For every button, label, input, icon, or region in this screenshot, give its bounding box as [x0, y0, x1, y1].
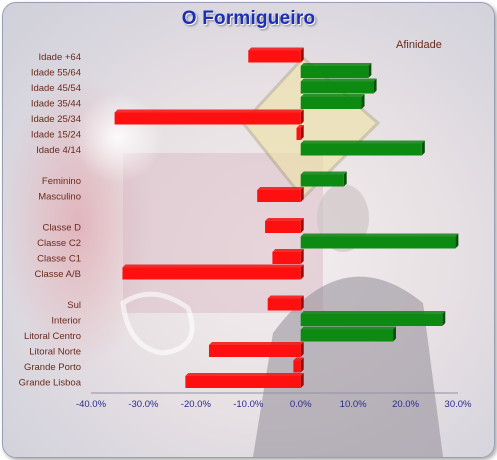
x-tick-label: 10.0%: [340, 399, 367, 410]
chart-title: O Formigueiro: [181, 8, 316, 29]
bar: [300, 94, 365, 109]
bar: [296, 125, 304, 140]
category-label: Litoral Norte: [29, 347, 81, 358]
x-tick-label: 0.0%: [290, 399, 312, 410]
category-label: Idade 45/54: [31, 83, 81, 94]
bar: [114, 109, 304, 125]
bar: [293, 357, 304, 373]
category-label: Idade +64: [38, 52, 81, 63]
bar: [272, 249, 304, 264]
category-label: Masculino: [38, 192, 81, 203]
bar: [300, 63, 372, 78]
bars: [114, 47, 459, 388]
bar: [257, 187, 304, 202]
x-tick-label: -10.0%: [233, 399, 264, 410]
bar: [265, 218, 304, 233]
bar: [267, 295, 304, 311]
x-tick-label: -20.0%: [181, 399, 212, 410]
category-label: Idade 35/44: [31, 99, 81, 110]
category-labels: Idade +64 Idade 55/64 Idade 45/54 Idade 35/…: [19, 52, 82, 389]
x-tick-label: -40.0%: [76, 399, 107, 410]
x-tick-label: 20.0%: [392, 399, 419, 410]
category-label: Classe D: [42, 223, 81, 234]
bar: [122, 264, 304, 280]
category-label: Classe C2: [37, 238, 81, 249]
category-label: Idade 4/14: [36, 145, 81, 156]
bar: [300, 326, 396, 342]
category-label: Litoral Centro: [24, 331, 81, 342]
bar: [300, 78, 377, 94]
category-label: Classe C1: [37, 254, 81, 265]
bar: [300, 140, 425, 156]
bar: [300, 233, 459, 249]
bar: [208, 342, 304, 357]
category-label: Sul: [67, 300, 81, 311]
bar: [185, 373, 304, 388]
x-tick-labels: -40.0% -30.0% -20.0% -10.0% 0.0% 10.0% 20.0% 30…: [76, 399, 472, 410]
x-tick-label: -30.0%: [128, 399, 159, 410]
category-label: Interior: [51, 316, 81, 327]
category-label: Classe A/B: [35, 269, 81, 280]
category-label: Grande Lisboa: [19, 378, 82, 389]
category-label: Feminino: [42, 176, 81, 187]
x-tick-label: 30.0%: [445, 399, 472, 410]
bar: [300, 171, 347, 187]
category-label: Idade 55/64: [31, 68, 81, 79]
legend-series-label: Afinidade: [396, 39, 442, 51]
category-label: Grande Porto: [24, 362, 81, 373]
bar: [248, 47, 304, 63]
category-label: Idade 15/24: [31, 130, 81, 141]
category-label: Idade 25/34: [31, 114, 81, 125]
bar: [300, 311, 446, 326]
